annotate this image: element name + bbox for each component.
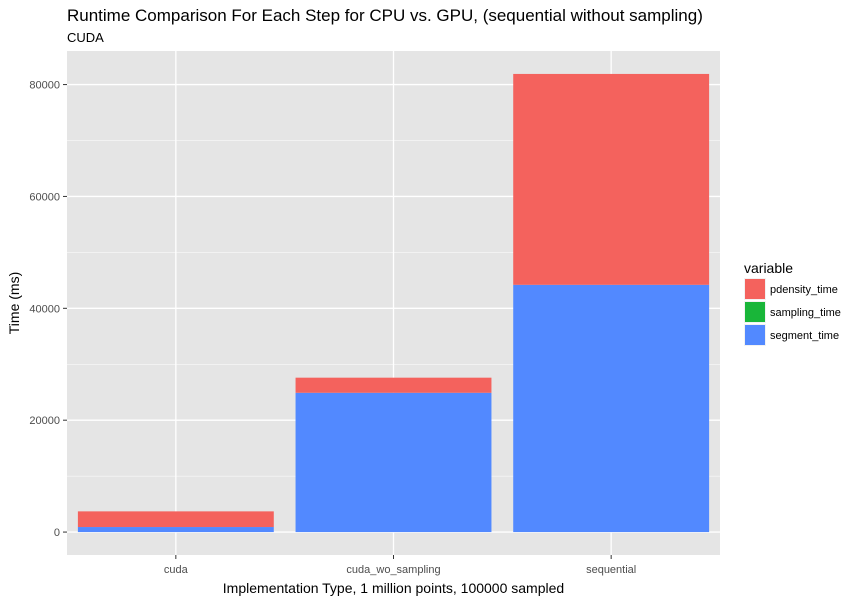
bar-segment_time-cuda [77,527,274,533]
y-axis-title: Time (ms) [6,272,22,334]
bar-pdensity_time-cuda [77,511,274,528]
x-axis-title: Implementation Type, 1 million points, 1… [223,580,564,596]
y-tick-label: 0 [54,527,60,539]
bar-pdensity_time-sequential [513,73,710,285]
legend-items: pdensity_time sampling_time segment_time [744,278,841,346]
bar-pdensity_time-cuda_wo_sampling [295,377,492,393]
legend-swatch-segment_time [745,325,765,345]
bar-segment_time-sequential [513,284,710,533]
legend-label-segment_time: segment_time [770,330,839,342]
y-tick-label: 40000 [29,303,60,315]
legend-label-sampling_time: sampling_time [770,307,841,319]
bars [77,73,710,533]
legend-swatch-pdensity_time [745,279,765,299]
legend-label-pdensity_time: pdensity_time [770,284,838,296]
chart-subtitle: CUDA [67,30,104,45]
legend-swatch-sampling_time [745,302,765,322]
bar-segment_time-cuda_wo_sampling [295,392,492,533]
y-axis: 0 20000 40000 60000 80000 [29,80,67,539]
y-tick-label: 60000 [29,191,60,203]
x-tick-label: sequential [586,564,636,576]
chart-title: Runtime Comparison For Each Step for CPU… [67,6,703,25]
x-tick-label: cuda_wo_sampling [346,564,440,576]
legend: variable pdensity_time sampling_timesegme… [744,260,841,346]
x-tick-label: cuda [164,564,189,576]
legend-title: variable [744,260,793,276]
x-axis: cuda cuda_wo_sampling sequential [164,555,636,576]
y-tick-label: 80000 [29,80,60,92]
y-tick-label: 20000 [29,415,60,427]
